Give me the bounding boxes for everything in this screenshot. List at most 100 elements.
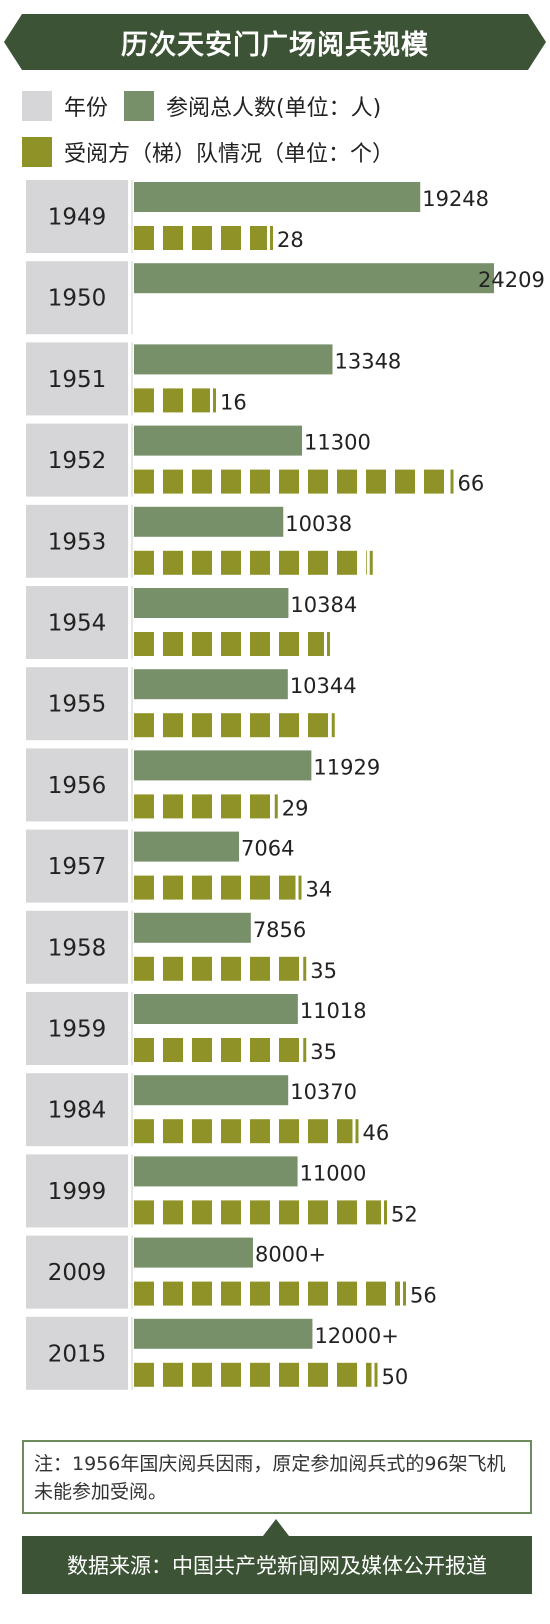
units-value-label: 66 bbox=[458, 472, 485, 496]
units-bar-segment bbox=[366, 1200, 381, 1225]
units-bar-segment bbox=[250, 1281, 270, 1306]
personnel-value-label: 11018 bbox=[300, 999, 367, 1023]
year-cell bbox=[26, 504, 128, 578]
units-bar-segment bbox=[221, 1119, 241, 1144]
legend-swatch-personnel bbox=[124, 91, 155, 121]
personnel-bar bbox=[134, 1318, 313, 1349]
units-bar-segment bbox=[221, 1362, 241, 1387]
units-bar-segment bbox=[279, 956, 299, 981]
units-value-label: 35 bbox=[310, 959, 337, 983]
personnel-bar bbox=[134, 425, 303, 456]
units-bar-segment bbox=[163, 713, 183, 738]
units-bar-segment bbox=[134, 1200, 154, 1225]
units-bar-end-tick bbox=[303, 956, 307, 981]
units-bar-segment bbox=[279, 1362, 299, 1387]
year-label: 2009 bbox=[48, 1260, 107, 1286]
units-bar-segment bbox=[308, 1362, 328, 1387]
units-bar-segment bbox=[366, 1281, 386, 1306]
units-bar-segment bbox=[134, 713, 154, 738]
units-bar-segment bbox=[134, 956, 154, 981]
legend-row-1: 年份 参阅总人数(单位：人) bbox=[22, 90, 397, 122]
units-bar-segment bbox=[221, 956, 241, 981]
units-bar-end-tick bbox=[450, 469, 454, 494]
units-bar-segment bbox=[192, 388, 210, 413]
units-bar-segment bbox=[250, 713, 270, 738]
personnel-value-label: 8000+ bbox=[255, 1243, 326, 1267]
units-bar-segment bbox=[279, 1200, 299, 1225]
units-bar-segment bbox=[250, 226, 267, 250]
units-bar-segment bbox=[250, 1362, 270, 1387]
units-bar-segment bbox=[250, 1119, 270, 1144]
units-bar-segment bbox=[192, 1362, 212, 1387]
units-bar-segment bbox=[308, 469, 328, 494]
year-cell bbox=[26, 667, 128, 741]
units-bar-segment bbox=[134, 550, 154, 575]
units-bar-segment bbox=[221, 226, 241, 250]
units-bar-end-tick bbox=[270, 226, 273, 250]
units-bar-end-tick bbox=[298, 875, 302, 900]
year-label: 1949 bbox=[48, 205, 107, 231]
personnel-value-label: 11000 bbox=[300, 1161, 367, 1185]
units-bar-segment bbox=[424, 469, 444, 494]
units-bar-segment bbox=[221, 469, 241, 494]
units-bar-segment bbox=[134, 1281, 154, 1306]
personnel-value-label: 12000+ bbox=[314, 1324, 398, 1348]
personnel-bar bbox=[134, 1156, 298, 1187]
personnel-bar bbox=[134, 263, 494, 294]
personnel-value-label: 7064 bbox=[241, 837, 294, 861]
source-bar: 数据来源：中国共产党新闻网及媒体公开报道 bbox=[22, 1536, 532, 1594]
units-bar-segment bbox=[279, 469, 299, 494]
bar-chart: 1949 19248 28 1950 24209 1951 13348 16 1952 11300… bbox=[26, 180, 545, 1390]
units-bar-segment bbox=[163, 1362, 183, 1387]
units-bar-segment bbox=[221, 1281, 241, 1306]
personnel-bar bbox=[134, 669, 288, 700]
legend-label-year: 年份 bbox=[64, 96, 109, 121]
units-bar-segment bbox=[221, 1200, 241, 1225]
units-bar-end-tick bbox=[303, 1038, 307, 1062]
year-label: 1958 bbox=[48, 935, 107, 961]
legend-swatch-year bbox=[22, 91, 52, 121]
units-value-label: 46 bbox=[363, 1121, 390, 1145]
units-bar-segment bbox=[337, 1200, 357, 1225]
units-bar-segment bbox=[134, 794, 154, 819]
year-label: 1956 bbox=[48, 773, 107, 799]
units-bar-segment bbox=[250, 794, 270, 819]
units-bar-segment bbox=[134, 1119, 154, 1144]
units-bar-segment bbox=[279, 1038, 299, 1062]
units-bar-segment bbox=[192, 469, 212, 494]
personnel-bar bbox=[134, 182, 421, 212]
units-bar-end-tick bbox=[331, 713, 335, 738]
legend-row-2: 受阅方（梯）队情况（单位：个） bbox=[22, 136, 410, 168]
units-bar-end-tick bbox=[403, 1281, 406, 1306]
units-bar-segment bbox=[134, 469, 154, 494]
units-bar-segment bbox=[192, 632, 212, 656]
personnel-value-label: 7856 bbox=[253, 918, 306, 942]
units-bar-segment bbox=[366, 469, 386, 494]
units-bar-end-tick bbox=[384, 1200, 387, 1225]
units-bar-segment bbox=[279, 1119, 299, 1144]
year-label: 1950 bbox=[48, 286, 107, 312]
year-cell bbox=[26, 992, 128, 1065]
units-bar-segment bbox=[279, 550, 299, 575]
year-label: 1957 bbox=[48, 854, 107, 880]
units-value-label: 50 bbox=[382, 1365, 409, 1389]
units-bar-segment bbox=[163, 875, 183, 900]
units-bar-segment bbox=[250, 469, 270, 494]
units-value-label: 28 bbox=[277, 228, 304, 252]
units-bar-segment bbox=[192, 1119, 212, 1144]
units-value-label: 16 bbox=[220, 390, 247, 414]
units-bar-segment bbox=[337, 1362, 357, 1387]
units-bar-end-tick bbox=[369, 550, 373, 575]
units-bar-segment bbox=[221, 794, 241, 819]
units-bar-segment bbox=[221, 632, 241, 656]
units-bar-segment bbox=[163, 1119, 183, 1144]
year-cell bbox=[26, 748, 128, 822]
units-bar-segment bbox=[163, 469, 183, 494]
units-bar-segment bbox=[250, 956, 270, 981]
units-bar-segment bbox=[337, 550, 357, 575]
footnote: 注：1956年国庆阅兵因雨，原定参加阅兵式的96架飞机未能参加受阅。 bbox=[22, 1440, 532, 1514]
units-bar-segment bbox=[192, 1038, 212, 1062]
year-label: 1951 bbox=[48, 367, 107, 393]
year-label: 1984 bbox=[48, 1098, 107, 1124]
units-bar-segment bbox=[163, 226, 183, 250]
